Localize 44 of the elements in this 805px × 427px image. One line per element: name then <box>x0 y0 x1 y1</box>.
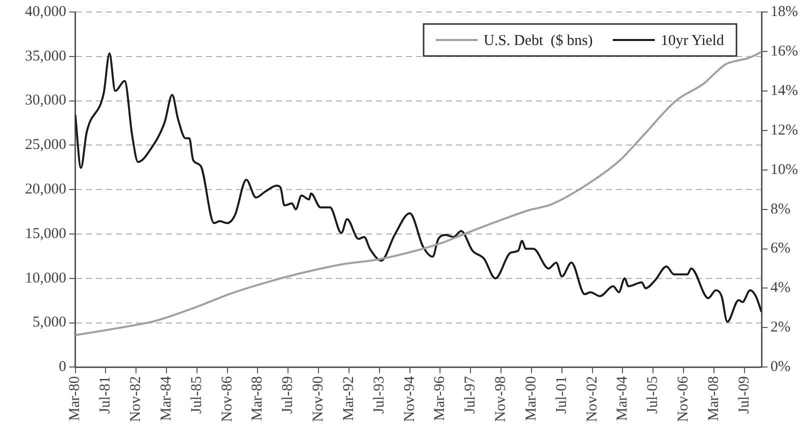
y2-tick-label: 2% <box>770 320 791 336</box>
legend-label: U.S. Debt ($ bns) <box>484 32 593 49</box>
y2-tick-label: 16% <box>770 43 798 60</box>
x-tick-label: Jul-05 <box>645 376 662 414</box>
y-tick-label: 40,000 <box>25 4 66 20</box>
x-tick-label: Jul-93 <box>371 376 388 414</box>
x-tick-label: Nov-98 <box>493 376 510 422</box>
x-tick-label: Mar-04 <box>614 376 631 421</box>
y2-tick-label: 10% <box>770 162 798 178</box>
x-tick-label: Jul-85 <box>188 376 205 414</box>
y2-tick-label: 8% <box>770 201 791 218</box>
x-tick-label: Mar-84 <box>158 376 174 421</box>
x-tick-label: Mar-96 <box>432 376 448 421</box>
x-tick-label: Jul-01 <box>554 376 570 414</box>
y-tick-label: 20,000 <box>25 182 66 198</box>
x-tick-label: Mar-08 <box>706 376 722 421</box>
legend-label: 10yr Yield <box>660 32 724 49</box>
x-tick-label: Nov-90 <box>310 376 327 422</box>
x-tick-label: Jul-97 <box>462 376 479 414</box>
y-tick-label: 25,000 <box>25 137 66 154</box>
x-tick-label: Mar-88 <box>250 376 266 421</box>
x-tick-label: Jul-09 <box>736 376 752 414</box>
y2-tick-label: 6% <box>770 240 791 257</box>
y-tick-label: 35,000 <box>25 48 66 64</box>
x-tick-label: Nov-82 <box>128 376 144 422</box>
y-tick-label: 0 <box>58 359 66 376</box>
x-tick-label: Nov-94 <box>402 376 418 422</box>
y-tick-label: 10,000 <box>25 270 66 286</box>
x-tick-label: Nov-86 <box>219 376 236 422</box>
y2-tick-label: 14% <box>770 82 798 99</box>
y2-tick-label: 4% <box>770 280 791 296</box>
x-tick-label: Nov-06 <box>676 376 692 422</box>
y-tick-label: 5,000 <box>32 314 66 331</box>
x-tick-label: Jul-89 <box>280 376 296 414</box>
y2-tick-label: 12% <box>770 122 798 138</box>
x-tick-label: Mar-92 <box>340 376 357 421</box>
y-tick-label: 15,000 <box>25 226 66 242</box>
x-tick-label: Mar-00 <box>523 376 540 421</box>
y-tick-label: 30,000 <box>25 92 66 109</box>
x-tick-label: Mar-80 <box>67 376 84 421</box>
y2-tick-label: 18% <box>770 4 798 20</box>
x-tick-label: Nov-02 <box>584 376 600 422</box>
y2-tick-label: 0% <box>770 359 791 376</box>
x-tick-label: Jul-81 <box>98 376 114 414</box>
